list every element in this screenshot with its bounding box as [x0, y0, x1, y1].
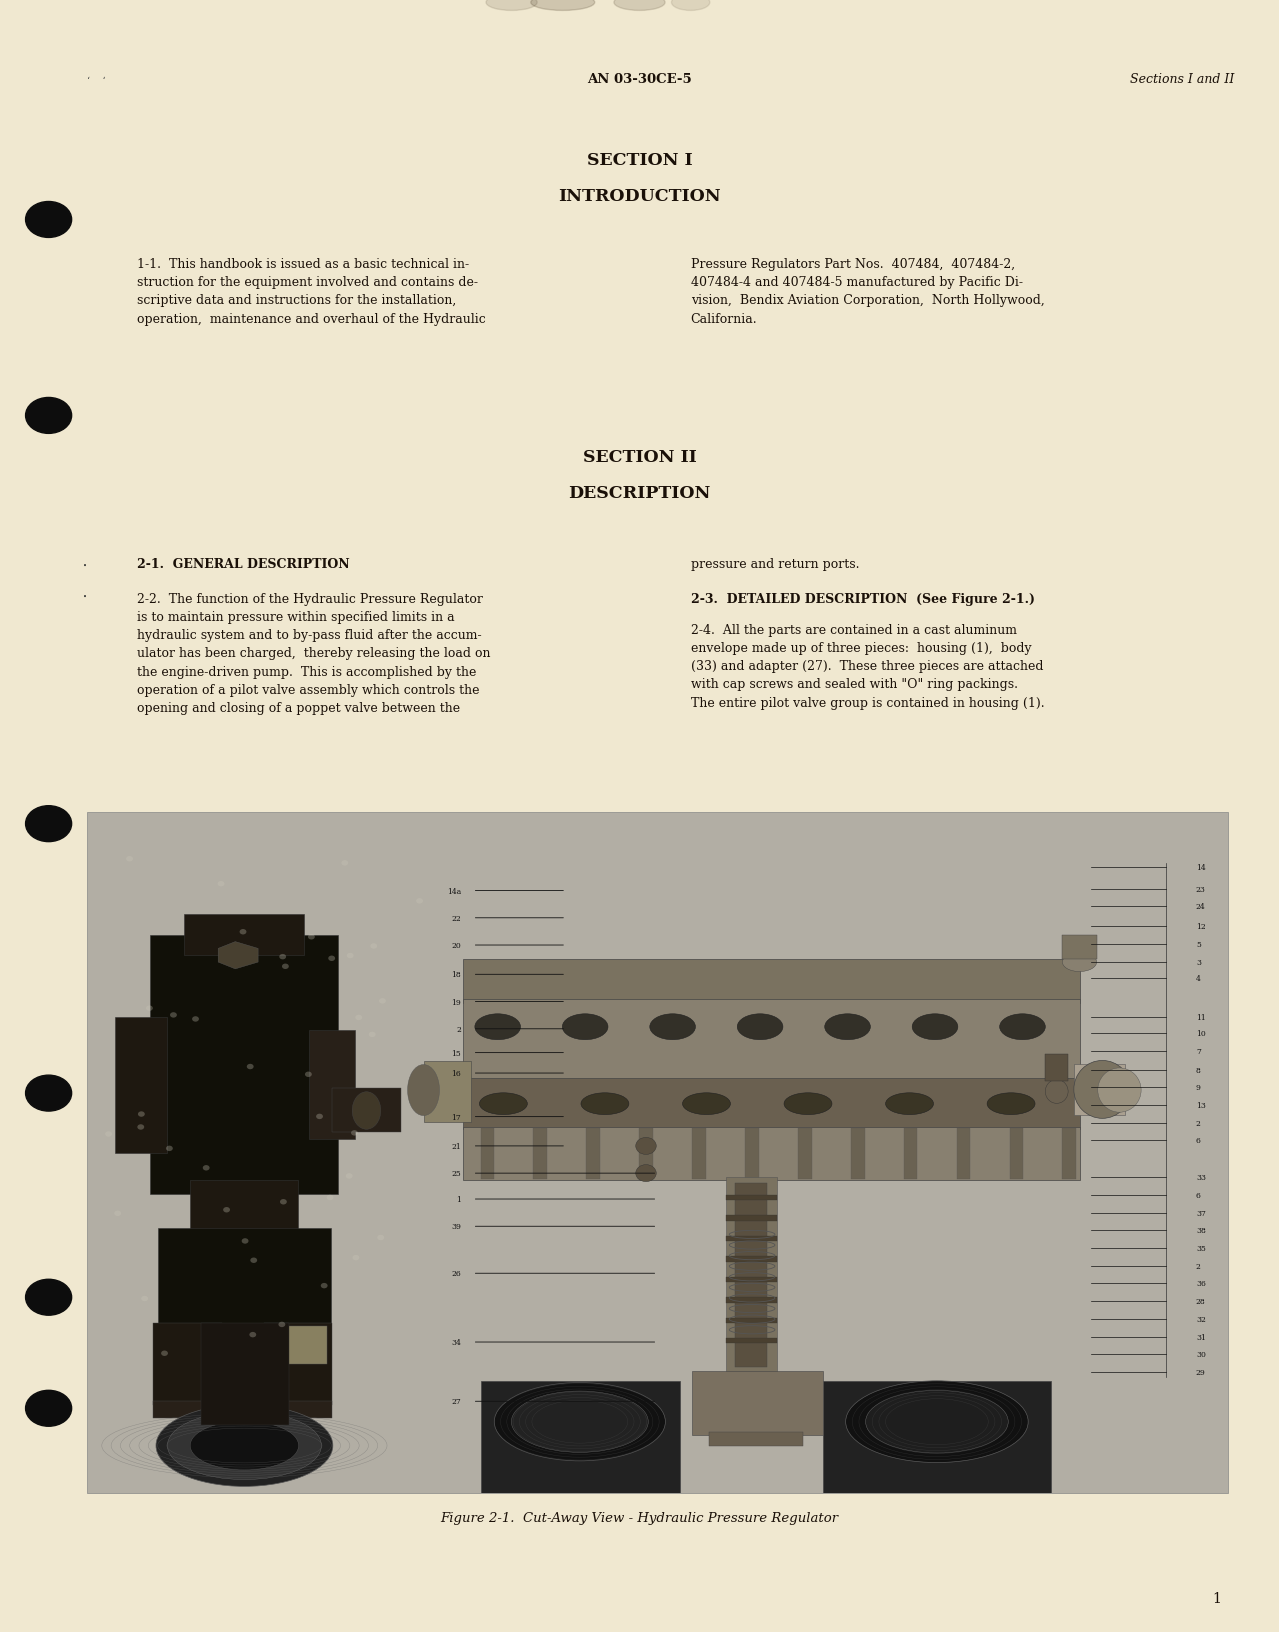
Ellipse shape — [671, 0, 710, 11]
Text: SECTION II: SECTION II — [583, 449, 696, 465]
Ellipse shape — [614, 0, 665, 11]
Ellipse shape — [26, 1075, 72, 1111]
Text: 2-2.  The function of the Hydraulic Pressure Regulator
is to maintain pressure w: 2-2. The function of the Hydraulic Press… — [137, 592, 490, 715]
Text: 1: 1 — [1212, 1591, 1221, 1606]
Text: INTRODUCTION: INTRODUCTION — [558, 188, 721, 204]
Text: Pressure Regulators Part Nos.  407484,  407484-2,
407484-4 and 407484-5 manufact: Pressure Regulators Part Nos. 407484, 40… — [691, 258, 1045, 325]
Text: 1-1.  This handbook is issued as a basic technical in-
struction for the equipme: 1-1. This handbook is issued as a basic … — [137, 258, 486, 325]
Text: SECTION I: SECTION I — [587, 152, 692, 168]
Text: •: • — [83, 592, 87, 601]
Ellipse shape — [486, 0, 537, 11]
Text: Figure 2-1.  Cut-Away View - Hydraulic Pressure Regulator: Figure 2-1. Cut-Away View - Hydraulic Pr… — [440, 1511, 839, 1524]
Text: 2-1.  GENERAL DESCRIPTION: 2-1. GENERAL DESCRIPTION — [137, 558, 349, 571]
Ellipse shape — [26, 202, 72, 238]
Text: AN 03-30CE-5: AN 03-30CE-5 — [587, 73, 692, 86]
Text: ‘    ‘: ‘ ‘ — [87, 77, 105, 86]
Text: pressure and return ports.: pressure and return ports. — [691, 558, 859, 571]
Bar — [87, 813, 1228, 1493]
Text: 2-3.  DETAILED DESCRIPTION  (See Figure 2-1.): 2-3. DETAILED DESCRIPTION (See Figure 2-… — [691, 592, 1035, 605]
Ellipse shape — [26, 1390, 72, 1426]
Ellipse shape — [26, 398, 72, 434]
Text: Sections I and II: Sections I and II — [1129, 73, 1234, 86]
Ellipse shape — [26, 806, 72, 842]
Ellipse shape — [531, 0, 595, 11]
Text: •: • — [83, 561, 87, 570]
Text: DESCRIPTION: DESCRIPTION — [568, 485, 711, 501]
Ellipse shape — [26, 1279, 72, 1315]
Text: 2-4.  All the parts are contained in a cast aluminum
envelope made up of three p: 2-4. All the parts are contained in a ca… — [691, 623, 1044, 710]
